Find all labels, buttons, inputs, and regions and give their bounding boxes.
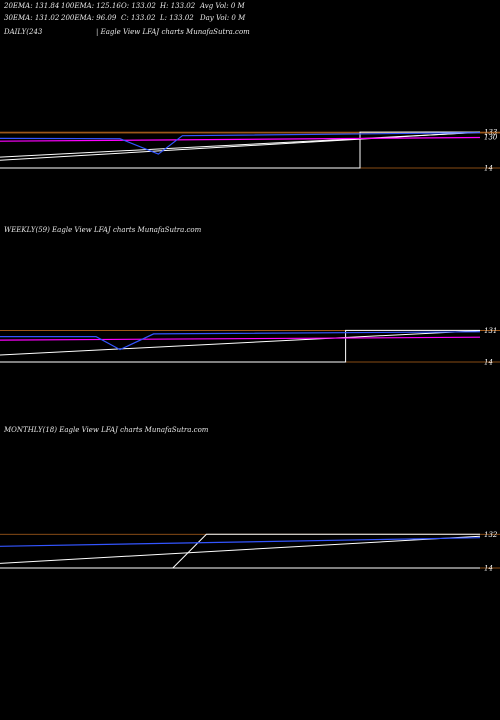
stat-20ema: 20EMA: 131.84 xyxy=(4,2,60,10)
daily-panel-title: DAILY(243 xyxy=(4,28,43,36)
series-line xyxy=(0,533,480,569)
monthly-chart-svg: 132 14 xyxy=(0,531,500,573)
price-label: 130 xyxy=(484,134,498,142)
stat-open: O: 133.02 xyxy=(121,2,156,10)
series-line xyxy=(0,131,481,169)
monthly-chart: 132 14 xyxy=(0,520,500,580)
daily-panel-source: | Eagle View LFAJ charts MunafaSutra.com xyxy=(96,28,250,36)
series-line xyxy=(0,136,481,142)
stat-close: C: 133.02 xyxy=(121,14,156,22)
series-line xyxy=(0,132,481,155)
series-line xyxy=(0,331,481,351)
stat-high: H: 133.02 xyxy=(160,2,196,10)
price-label: 14 xyxy=(484,165,493,173)
price-label: 14 xyxy=(484,565,493,573)
series-line xyxy=(0,131,481,158)
stat-low: L: 133.02 xyxy=(160,14,194,22)
series-line xyxy=(0,535,481,564)
stat-avg-vol: Avg Vol: 0 M xyxy=(200,2,245,10)
weekly-chart-svg: 131 14 xyxy=(0,327,500,367)
monthly-panel-title: MONTHLY(18) Eagle View LFAJ charts Munaf… xyxy=(4,426,209,434)
series-line xyxy=(0,537,481,547)
price-label: 133 xyxy=(484,129,498,137)
series-line xyxy=(0,330,481,356)
weekly-chart: 131 14 xyxy=(0,318,500,373)
price-label: 131 xyxy=(484,327,497,335)
weekly-panel-title: WEEKLY(59) Eagle View LFAJ charts Munafa… xyxy=(4,226,202,234)
stat-day-vol: Day Vol: 0 M xyxy=(200,14,246,22)
price-label: 14 xyxy=(484,359,493,367)
price-label: 132 xyxy=(484,531,498,539)
daily-chart: 133 130 14 xyxy=(0,120,500,180)
stat-30ema: 30EMA: 131.02 xyxy=(4,14,60,22)
series-line xyxy=(0,336,481,341)
stat-200ema: 200EMA: 96.09 xyxy=(61,14,117,22)
series-line xyxy=(0,329,480,363)
stat-100ema: 100EMA: 125.16 xyxy=(61,2,121,10)
